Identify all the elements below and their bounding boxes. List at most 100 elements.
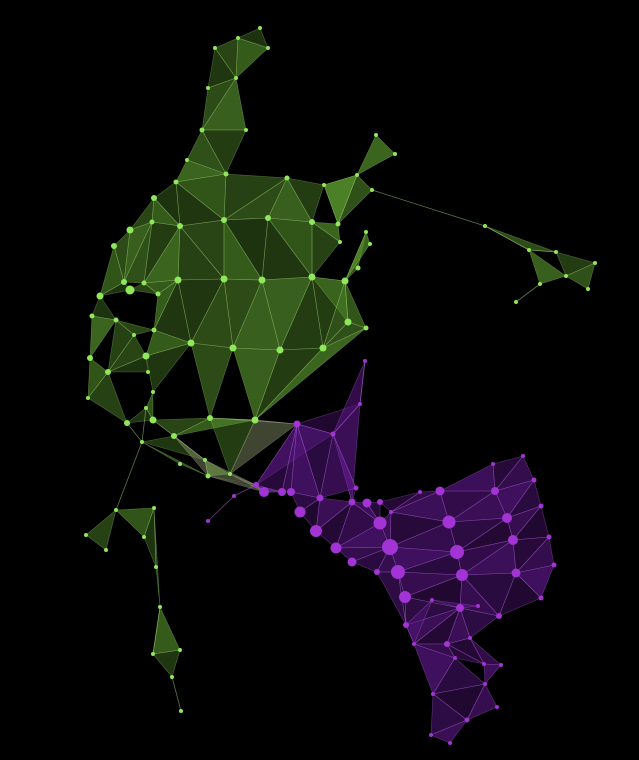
green-cluster-face — [145, 342, 192, 393]
purple-cluster-face — [315, 497, 353, 532]
green-node — [335, 221, 341, 227]
green-edge — [371, 189, 486, 227]
green-node — [141, 280, 147, 286]
purple-node — [496, 613, 502, 619]
green-node — [174, 276, 182, 284]
green-node — [364, 230, 368, 234]
purple-node — [412, 642, 416, 646]
green-node — [111, 243, 117, 249]
purple-cluster-face — [397, 571, 463, 598]
purple-node — [353, 485, 359, 491]
purple-node — [316, 494, 324, 502]
purple-node — [362, 498, 372, 508]
green-cluster-face — [484, 225, 557, 253]
green-node — [368, 242, 372, 246]
purple-node — [508, 535, 518, 545]
purple-cluster-face — [351, 501, 381, 524]
purple-node — [546, 534, 552, 540]
green-edge — [528, 249, 557, 253]
green-node — [234, 76, 238, 80]
green-cluster-face — [175, 181, 225, 227]
green-node — [179, 709, 183, 713]
green-node — [393, 152, 397, 156]
green-node — [593, 261, 597, 265]
green-cluster-face — [356, 134, 396, 176]
green-node — [104, 548, 108, 552]
green-node — [151, 390, 155, 394]
purple-cluster-face — [498, 572, 542, 617]
purple-node — [429, 733, 433, 737]
green-edge — [141, 407, 147, 443]
green-cluster-face — [235, 37, 269, 79]
purple-node — [491, 462, 495, 466]
green-cluster-face — [99, 281, 131, 297]
green-node — [527, 248, 531, 252]
purple-node — [310, 525, 322, 537]
purple-node — [531, 477, 537, 483]
green-cluster-face — [175, 173, 227, 221]
green-node — [177, 223, 183, 229]
green-node — [355, 265, 361, 271]
green-edge — [115, 441, 143, 511]
purple-cluster-face — [446, 607, 471, 645]
purple-node — [464, 717, 470, 723]
green-cluster-face — [141, 441, 209, 477]
green-node — [514, 300, 518, 304]
green-cluster-face — [85, 509, 117, 551]
purple-node — [495, 705, 499, 709]
green-edge — [171, 676, 182, 712]
green-node — [205, 473, 211, 479]
green-node — [178, 462, 182, 466]
purple-cluster-face — [432, 657, 486, 695]
bridge-face — [152, 419, 206, 461]
green-cluster-face — [145, 329, 192, 357]
green-cluster-face — [232, 347, 281, 421]
green-node — [125, 285, 135, 295]
green-edge — [152, 606, 161, 655]
green-node — [228, 472, 232, 476]
purple-node — [442, 515, 456, 529]
green-node — [144, 406, 148, 410]
purple-node — [456, 604, 464, 612]
purple-cluster-face — [405, 599, 433, 645]
green-node — [251, 416, 259, 424]
purple-node — [391, 565, 405, 579]
purple-node — [259, 487, 269, 497]
green-cluster-face — [115, 319, 155, 336]
green-node — [338, 240, 342, 244]
green-cluster-face — [565, 262, 596, 290]
graph-nodes — [84, 26, 597, 745]
green-node — [244, 128, 248, 132]
green-cluster-face — [173, 417, 256, 437]
green-node — [206, 86, 210, 90]
purple-node — [538, 503, 544, 509]
green-node — [140, 440, 144, 444]
purple-cluster-face — [483, 663, 502, 685]
green-node — [344, 318, 352, 326]
purple-node — [348, 498, 356, 506]
green-node — [170, 675, 174, 679]
green-node — [185, 158, 189, 162]
green-cluster-face — [254, 327, 367, 421]
purple-node — [444, 641, 450, 647]
green-cluster-face — [123, 221, 153, 284]
purple-node — [253, 482, 259, 488]
purple-node — [294, 506, 306, 518]
green-node — [374, 133, 378, 137]
purple-edge — [233, 484, 257, 497]
green-node — [142, 535, 146, 539]
bridge-face — [173, 435, 209, 478]
green-node — [236, 36, 240, 40]
green-node — [96, 292, 104, 300]
green-node — [220, 275, 228, 283]
green-cluster-face — [190, 342, 234, 420]
purple-edge — [359, 360, 366, 405]
purple-cluster-face — [466, 683, 498, 721]
green-cluster-face — [125, 407, 154, 424]
green-cluster-face — [323, 174, 358, 225]
green-cluster-face — [151, 197, 181, 227]
purple-node — [418, 490, 422, 494]
green-node — [223, 171, 229, 177]
green-node — [113, 317, 119, 323]
